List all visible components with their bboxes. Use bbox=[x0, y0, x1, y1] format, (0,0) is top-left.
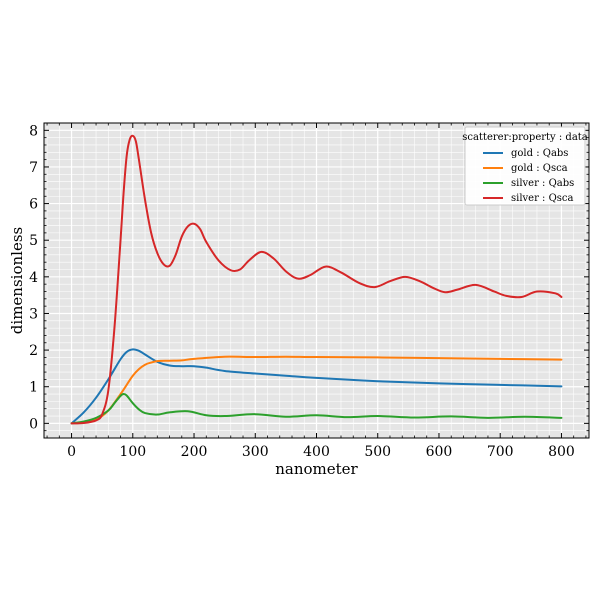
y-tick-label: 8 bbox=[29, 123, 38, 139]
x-tick-label: 700 bbox=[487, 444, 514, 460]
legend-entry-label: gold : Qabs bbox=[511, 148, 568, 159]
y-tick-label: 3 bbox=[29, 306, 38, 322]
x-axis-label: nanometer bbox=[275, 460, 358, 478]
x-tick-label: 500 bbox=[364, 444, 391, 460]
x-tick-label: 400 bbox=[303, 444, 330, 460]
legend-entry-label: silver : Qabs bbox=[511, 178, 574, 189]
legend: scatterer:property : data gold : Qabs gold… bbox=[462, 126, 588, 206]
y-tick-label: 4 bbox=[29, 270, 38, 286]
legend-title: scatterer:property : data bbox=[462, 132, 588, 143]
axes: 0 100 200 300 400 500 600 700 800 0 1 2 3 4 5 6 7 8 nanome… bbox=[8, 122, 590, 478]
y-tick-label: 2 bbox=[29, 343, 38, 359]
series-line-silver-qsca bbox=[70, 134, 563, 425]
y-tick-label: 7 bbox=[29, 160, 38, 176]
legend-entry-label: gold : Qsca bbox=[511, 163, 568, 174]
x-tick-label: 800 bbox=[548, 444, 575, 460]
x-tick-label: 600 bbox=[426, 444, 453, 460]
series-group bbox=[70, 134, 563, 425]
series-line-silver-qabs bbox=[70, 393, 563, 425]
legend-entry-label: silver : Qsca bbox=[511, 193, 574, 204]
x-tick-label: 100 bbox=[119, 444, 146, 460]
y-axis-label: dimensionless bbox=[8, 227, 26, 334]
y-tick-label: 0 bbox=[29, 416, 38, 432]
y-tick-label: 1 bbox=[29, 380, 38, 396]
series-line-gold-qabs bbox=[70, 348, 563, 425]
legend-box bbox=[464, 126, 586, 206]
x-tick-label: 200 bbox=[181, 444, 208, 460]
y-tick-label: 6 bbox=[29, 197, 38, 213]
x-tick-label: 0 bbox=[67, 444, 76, 460]
y-tick-label: 5 bbox=[29, 233, 38, 249]
x-tick-label: 300 bbox=[242, 444, 269, 460]
